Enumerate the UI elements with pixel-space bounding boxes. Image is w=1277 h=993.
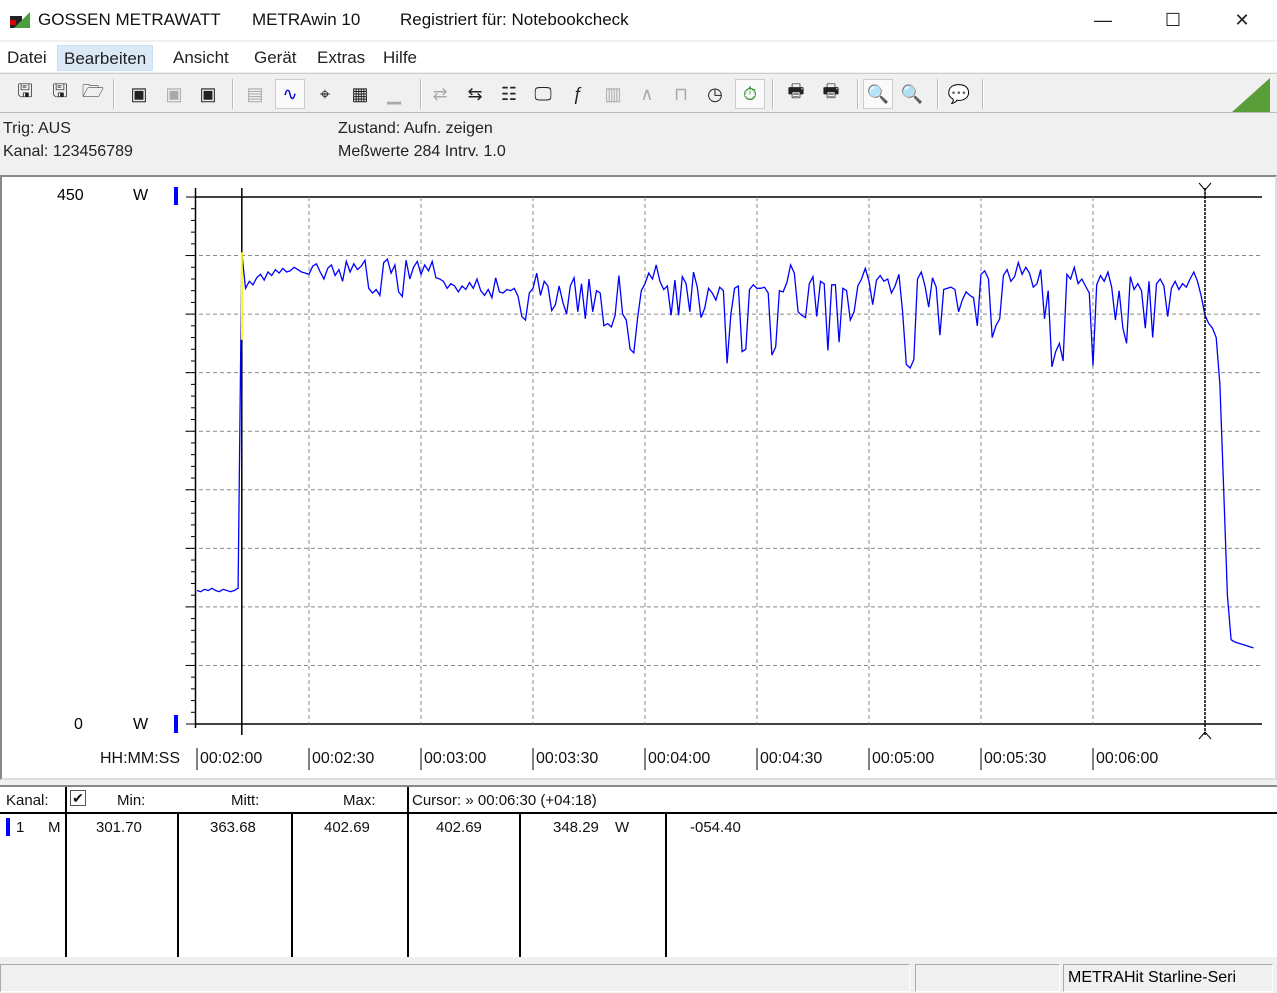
channel-color-marker: [6, 818, 10, 836]
menu-hilfe[interactable]: Hilfe: [383, 48, 418, 67]
header-cursor: Cursor: » 00:06:30 (+04:18): [412, 792, 597, 809]
y-scale-marker-bottom: [174, 715, 178, 733]
header-min: Min:: [117, 792, 146, 809]
registered-title: Registriert für: Notebookcheck: [400, 10, 629, 29]
save-import-icon[interactable]: 🖫: [52, 81, 68, 101]
app-title: METRAwin 10: [252, 10, 361, 29]
row-cursor1: 402.69: [436, 819, 482, 836]
device-memory-icon[interactable]: ▣: [199, 83, 217, 104]
menu-bearbeiten[interactable]: Bearbeiten: [57, 45, 154, 71]
y-unit-bottom: W: [133, 716, 149, 733]
y-unit-top: W: [133, 187, 149, 204]
row-diff: -054.40: [690, 819, 741, 836]
timer-device-icon[interactable]: ◷: [707, 83, 723, 104]
row-unit: W: [615, 819, 630, 836]
monitor-icon[interactable]: 🖵: [534, 83, 552, 104]
save-export-icon[interactable]: 🖫: [17, 81, 33, 101]
toolbar-separator: [232, 79, 234, 109]
power-chart[interactable]: [0, 0, 1277, 785]
pulse-icon[interactable]: ⊓: [673, 83, 689, 104]
x-tick-label: 00:03:30: [536, 750, 599, 767]
chart-panel[interactable]: [0, 175, 1277, 780]
menu-bar: Datei Bearbeiten Ansicht Gerät Extras Hi…: [0, 42, 1277, 72]
row-mode: M: [48, 819, 61, 836]
y-scale-marker-top: [174, 187, 178, 205]
toolbar-separator: [113, 79, 115, 109]
comment-icon[interactable]: 💬: [947, 83, 971, 104]
toolbar-separator: [772, 79, 774, 109]
row-max: 402.69: [324, 819, 370, 836]
cursor-top-handle: [1198, 182, 1212, 196]
y-max-label: 450: [57, 187, 84, 204]
toolbar-separator: [420, 79, 422, 109]
open-folder-icon[interactable]: 🗁: [81, 81, 105, 101]
x-tick-label: 00:05:00: [872, 750, 935, 767]
row-cursor2: 348.29: [553, 819, 599, 836]
toolbar-separator: [982, 79, 984, 109]
minimize-button[interactable]: —: [1094, 9, 1112, 30]
x-tick-label: 00:04:30: [760, 750, 823, 767]
brand-title: GOSSEN METRAWATT: [38, 10, 221, 29]
maximize-button[interactable]: ☐: [1164, 9, 1182, 30]
trigger-status: Trig: AUS: [3, 120, 71, 137]
x-tick-label: 00:05:30: [984, 750, 1047, 767]
x-tick-label: 00:04:00: [648, 750, 711, 767]
power-trace: [196, 252, 1254, 649]
table-icon[interactable]: ▦: [351, 83, 369, 104]
x-tick-label: 00:02:00: [200, 750, 263, 767]
row-mitt: 363.68: [210, 819, 256, 836]
toolbar: 🖫 🖫 🗁 ▣ ▣ ▣ ▤ ∿ ⌖ ▦ ▁ ⇄ ⇆ ☷ 🖵 ƒ ▥ ∧ ⊓ ◷ ⏱ 🖶 🖶 🔍 🔍 💬: [0, 73, 1277, 113]
app-logo-icon: [10, 12, 30, 28]
function-icon[interactable]: ƒ: [572, 83, 583, 104]
stopwatch-icon[interactable]: ⏱: [735, 79, 765, 109]
header-max: Max:: [343, 792, 376, 809]
state-status: Zustand: Aufn. zeigen: [338, 120, 493, 137]
status-pane-middle: [915, 964, 1060, 992]
status-device: METRAHit Starline-Seri: [1063, 964, 1273, 992]
crosshair-icon[interactable]: ⌖: [319, 83, 331, 104]
device-connect-icon[interactable]: ⇆: [467, 83, 483, 104]
x-tick-label: 00:02:30: [312, 750, 375, 767]
header-mitt: Mitt:: [231, 792, 260, 809]
numeric-display-icon[interactable]: ▤: [246, 83, 264, 104]
device-read-icon[interactable]: ▣: [130, 83, 148, 104]
x-axis-label: HH:MM:SS: [100, 750, 180, 767]
zoom-signal-icon[interactable]: 🔍: [900, 83, 924, 104]
menu-geraet[interactable]: Gerät: [254, 48, 297, 67]
print-preview-icon[interactable]: 🖶: [787, 81, 805, 101]
x-tick-label: 00:03:00: [424, 750, 487, 767]
print-icon[interactable]: 🖶: [822, 81, 840, 101]
menu-datei[interactable]: Datei: [7, 48, 47, 67]
toolbar-separator: [937, 79, 939, 109]
signal-range-icon[interactable]: ∧: [640, 83, 654, 104]
device-cancel-icon[interactable]: ▣: [165, 83, 183, 104]
x-tick-label: 00:06:00: [1096, 750, 1159, 767]
transfer-icon[interactable]: ⇄: [432, 83, 448, 104]
menu-extras[interactable]: Extras: [317, 48, 366, 67]
header-kanal: Kanal:: [6, 792, 49, 809]
row-min: 301.70: [96, 819, 142, 836]
channel-checkbox[interactable]: ✔: [70, 790, 86, 806]
toolbar-separator: [857, 79, 859, 109]
y-min-label: 0: [74, 716, 83, 733]
waveform-grid-icon[interactable]: ∿: [275, 79, 305, 109]
close-button[interactable]: ✕: [1234, 9, 1250, 30]
bar-list-icon[interactable]: ▁: [387, 83, 401, 104]
menu-ansicht[interactable]: Ansicht: [173, 48, 229, 67]
row-channel: 1: [16, 819, 25, 836]
device-numeric-icon[interactable]: ▥: [604, 83, 622, 104]
status-triangle-icon: [1232, 78, 1270, 112]
measurement-count: Meßwerte 284 Intrv. 1.0: [338, 143, 506, 160]
title-bar: GOSSEN METRAWATT METRAwin 10 Registriert…: [0, 0, 1277, 40]
statistics-table: Kanal: ✔ Min: Mitt: Max: Cursor: » 00:06…: [0, 785, 1277, 957]
zoom-waveform-icon[interactable]: 🔍: [863, 79, 893, 109]
status-bar: METRAHit Starline-Seri: [0, 962, 1277, 993]
status-pane-main: [0, 964, 910, 992]
cursor-bottom-handle: [1198, 731, 1212, 740]
settings-list-icon[interactable]: ☷: [500, 83, 518, 104]
channel-status: Kanal: 123456789: [3, 143, 133, 160]
